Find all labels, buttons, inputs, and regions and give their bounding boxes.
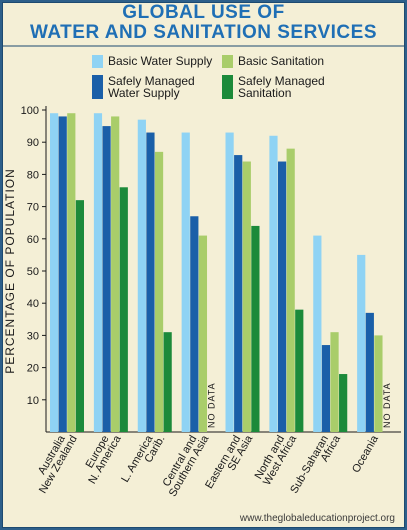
bar-basic-water: [137, 119, 146, 432]
legend-label: Safely Managed: [238, 74, 325, 88]
legend-swatch: [222, 55, 233, 68]
legend-swatch: [92, 75, 103, 99]
bar-safely-water: [365, 312, 374, 432]
no-data-label: NO DATA: [382, 382, 392, 428]
x-category-label: Oceania: [350, 433, 381, 475]
no-data-label: NO DATA: [207, 382, 217, 428]
legend-swatch: [222, 75, 233, 99]
y-tick-label: 30: [27, 330, 39, 342]
chart-title-line-1: GLOBAL USE OF: [122, 2, 285, 23]
y-tick-label: 50: [27, 266, 39, 278]
bar-basic-water: [93, 113, 103, 432]
bar-basic-water: [50, 113, 59, 432]
bar-safely-water: [321, 345, 331, 432]
legend-label: Water Supply: [108, 86, 180, 100]
bar-basic-sanitation: [198, 235, 208, 432]
legend-label: Basic Water Supply: [108, 54, 212, 68]
y-tick-label: 70: [27, 202, 39, 214]
y-axis-title: PERCENTAGE OF POPULATION: [3, 168, 17, 374]
y-tick-label: 40: [27, 298, 39, 310]
bar-basic-sanitation: [286, 148, 295, 432]
bar-safely-sanitation: [163, 332, 172, 432]
bar-basic-water: [225, 132, 234, 433]
bar-safely-water: [58, 116, 67, 432]
bar-safely-water: [102, 126, 111, 432]
bar-basic-sanitation: [330, 332, 339, 432]
bar-safely-water: [234, 155, 243, 432]
bar-safely-sanitation: [119, 187, 128, 432]
legend-label: Sanitation: [238, 86, 291, 100]
bar-basic-sanitation: [111, 116, 120, 432]
bar-safely-sanitation: [295, 309, 304, 432]
bar-basic-water: [313, 235, 322, 432]
y-tick-label: 20: [27, 363, 39, 375]
title-band: GLOBAL USE OF WATER AND SANITATION SERVI…: [3, 3, 404, 45]
bar-basic-water: [357, 254, 366, 432]
y-tick-label: 100: [21, 105, 39, 117]
y-tick-label: 80: [27, 169, 39, 181]
bar-basic-water: [269, 135, 278, 432]
legend-swatch: [92, 55, 103, 68]
legend-label: Basic Sanitation: [238, 54, 324, 68]
bar-safely-sanitation: [75, 200, 84, 432]
bar-basic-sanitation: [374, 335, 383, 432]
y-tick-label: 90: [27, 137, 39, 149]
bar-safely-water: [146, 132, 155, 433]
legend-label: Safely Managed: [108, 74, 195, 88]
bar-basic-water: [181, 132, 190, 433]
bar-basic-sanitation: [242, 161, 251, 432]
y-tick-label: 10: [27, 395, 39, 407]
chart-title-line-2: WATER AND SANITATION SERVICES: [29, 22, 378, 43]
bar-safely-sanitation: [251, 225, 260, 432]
bar-safely-sanitation: [339, 374, 348, 432]
bar-safely-water: [190, 216, 199, 432]
bar-safely-water: [277, 161, 287, 432]
bar-basic-sanitation: [154, 151, 164, 433]
footer-url: www.theglobaleducationproject.org: [239, 513, 395, 524]
bar-basic-sanitation: [67, 113, 76, 432]
y-tick-label: 60: [27, 234, 39, 246]
